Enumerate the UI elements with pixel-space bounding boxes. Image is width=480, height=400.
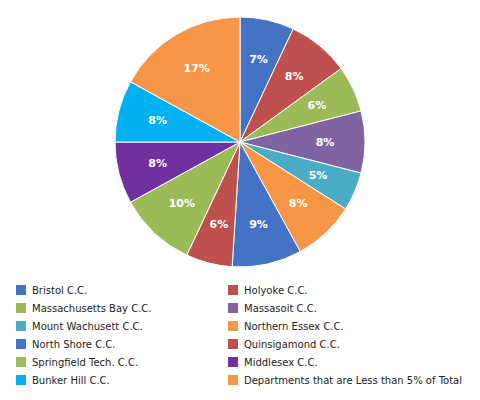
data-label: 8% [148,114,167,127]
legend-swatch [228,375,238,385]
legend-label: Massachusetts Bay C.C. [32,303,151,314]
data-label: 8% [285,70,304,83]
data-label: 8% [289,197,308,210]
legend-swatch [228,357,238,367]
legend-label: North Shore C.C. [32,339,116,350]
legend-label: Middlesex C.C. [244,357,318,368]
legend-label: Holyoke C.C. [244,285,308,296]
legend-label: Northern Essex C.C. [244,321,344,332]
legend-swatch [16,321,26,331]
slice-labels: 7% 8% 6% 8% 5% 8% 9% 6% 10% 8% 8% 17% [148,53,334,232]
legend-swatch [228,339,238,349]
legend-label: Massasoit C.C. [244,303,317,314]
slice [130,17,240,142]
data-label: 10% [169,197,195,210]
legend-label: Departments that are Less than 5% of Tot… [244,375,462,386]
legend-label: Bristol C.C. [32,285,87,296]
legend-swatch [228,321,238,331]
legend-label: Bunker Hill C.C. [32,375,110,386]
data-label: 6% [210,218,229,231]
data-label: 5% [309,169,328,182]
legend-label: Quinsigamond C.C. [244,339,340,350]
data-label: 7% [249,53,268,66]
legend-label: Springfield Tech. C.C. [32,357,138,368]
slice [115,142,240,202]
legend-swatch [16,375,26,385]
data-label: 8% [316,136,335,149]
data-label: 8% [148,157,167,170]
legend-label: Mount Wachusett C.C. [32,321,143,332]
chart-container: 7% 8% 6% 8% 5% 8% 9% 6% 10% 8% 8% 17% Bristol C.C. Ho… [0,0,480,400]
legend-swatch [16,339,26,349]
legend-swatch [16,285,26,295]
legend-swatch [228,285,238,295]
data-label: 6% [308,99,327,112]
slices [115,17,365,267]
data-label: 9% [249,218,268,231]
legend-swatch [16,357,26,367]
chart: 7% 8% 6% 8% 5% 8% 9% 6% 10% 8% 8% 17% Bristol C.C. Ho… [0,0,480,400]
legend-swatch [16,303,26,313]
data-label: 17% [184,62,210,75]
legend: Bristol C.C. Holyoke C.C. Massachusetts Ba… [16,285,462,386]
legend-swatch [228,303,238,313]
